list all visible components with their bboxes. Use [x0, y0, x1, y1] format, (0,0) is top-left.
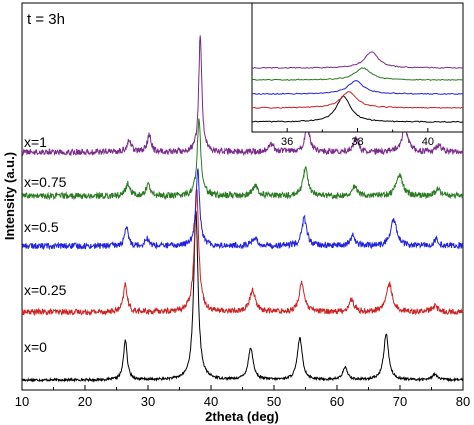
- inset-x-tick-label: 40: [422, 136, 434, 148]
- series-labels: x=0 x=0.25 x=0.5 x=0.75 x=1: [24, 134, 67, 355]
- main-x-ticks: 10 20 30 40 50 60 70 80: [15, 385, 470, 409]
- x-axis-label: 2theta (deg): [205, 409, 279, 424]
- series-label-x-1: x=1: [24, 134, 47, 150]
- series-label-x-0-25: x=0.25: [24, 282, 67, 298]
- inset-line-x-0-25: [251, 91, 464, 109]
- inset-x-ticks: 36 38 40: [281, 128, 434, 148]
- inset-line-x-0-5: [251, 79, 463, 95]
- series-label-x-0-75: x=0.75: [24, 174, 67, 190]
- inset-x-tick-label: 36: [281, 136, 293, 148]
- series-line-x-1: [21, 35, 464, 157]
- y-axis-label: Intensity (a.u.): [2, 152, 17, 240]
- series-label-x-0-5: x=0.5: [24, 219, 59, 235]
- x-tick-label: 40: [204, 394, 218, 409]
- x-tick-label: 20: [78, 394, 92, 409]
- x-tick-label: 10: [15, 394, 29, 409]
- x-tick-label: 80: [456, 394, 470, 409]
- time-annotation: t = 3h: [27, 11, 65, 28]
- x-tick-label: 30: [141, 394, 155, 409]
- inset-line-x-0-75: [251, 67, 464, 81]
- inset-x-tick-label: 38: [351, 136, 363, 148]
- inset-line-x-1: [251, 51, 464, 69]
- series-line-x-0-25: [21, 188, 464, 317]
- x-tick-label: 60: [330, 394, 344, 409]
- inset-line-x-0: [251, 95, 464, 123]
- series-line-x-0: [21, 210, 464, 383]
- x-tick-label: 50: [267, 394, 281, 409]
- series-label-x-0: x=0: [24, 339, 47, 355]
- series-line-x-0-75: [21, 118, 464, 201]
- series-line-x-0-5: [21, 168, 464, 251]
- inset-curves: [251, 51, 464, 123]
- main-curves: [21, 35, 464, 383]
- x-tick-label: 70: [393, 394, 407, 409]
